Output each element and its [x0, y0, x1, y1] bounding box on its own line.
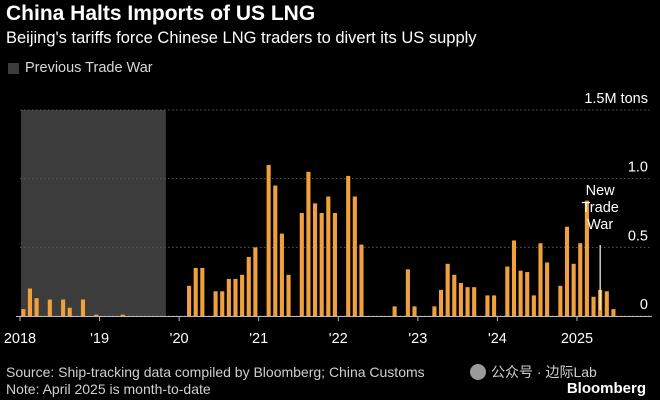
bar-38: [273, 185, 278, 316]
bar-50: [352, 196, 357, 316]
y-tick-label-3: 1.5M tons: [584, 91, 648, 107]
bar-46: [326, 196, 331, 316]
y-tick-label-2: 1.0: [628, 160, 648, 176]
bar-76: [525, 272, 530, 316]
bar-51: [359, 244, 364, 316]
y-tick-label-0: 0: [640, 297, 648, 313]
bar-1: [27, 288, 33, 316]
bar-66: [458, 283, 463, 316]
legend-label: Previous Trade War: [25, 60, 153, 76]
chart-subtitle: Beijing's tariffs force Chinese LNG trad…: [6, 29, 477, 47]
bar-31: [226, 278, 231, 316]
bar-43: [306, 171, 311, 316]
bar-25: [187, 285, 192, 316]
x-tick-label-3: '21: [249, 331, 268, 347]
x-tick-label-2: '20: [170, 331, 189, 347]
bar-77: [531, 295, 536, 316]
bloomberg-logo: Bloomberg: [566, 380, 646, 397]
bar-74: [511, 240, 517, 316]
bar-63: [438, 289, 444, 316]
x-tick-label-0: 2018: [4, 331, 36, 347]
bar-64: [445, 263, 450, 316]
bar-7: [67, 307, 72, 316]
bar-11: [94, 314, 99, 316]
bar-34: [246, 256, 251, 316]
bar-65: [452, 274, 457, 316]
x-tick-label-4: '22: [329, 331, 348, 347]
bar-32: [233, 278, 238, 316]
bar-40: [286, 274, 291, 316]
bar-59: [412, 306, 417, 316]
bar-29: [213, 291, 218, 316]
y-tick-label-1: 0.5: [628, 228, 648, 244]
x-tick-label-1: '19: [90, 331, 109, 347]
bar-79: [545, 262, 550, 316]
legend-swatch-previous-trade-war: [8, 62, 19, 74]
bar-42: [299, 213, 304, 316]
bar-9: [80, 299, 86, 316]
bar-35: [253, 247, 258, 316]
bar-26: [193, 267, 198, 316]
shaded-region-previous-trade-war: [21, 110, 166, 316]
x-tick-label-5: '23: [408, 331, 427, 347]
wechat-icon: [470, 364, 486, 380]
watermark-text: 公众号 · 边际Lab: [491, 364, 597, 380]
bar-85: [584, 200, 589, 316]
watermark: 公众号 · 边际Lab: [470, 362, 597, 382]
bar-88: [604, 291, 609, 316]
bar-2: [34, 298, 39, 316]
annotation-text-line-0: New: [586, 183, 616, 199]
annotation-text-line-2: War: [587, 217, 613, 233]
footnote: Note: April 2025 is month-to-date: [6, 381, 211, 397]
chart-title: China Halts Imports of US LNG: [6, 2, 316, 25]
bar-75: [518, 270, 523, 316]
source-note: Source: Ship-tracking data compiled by B…: [6, 364, 425, 380]
bar-82: [564, 226, 570, 316]
bar-49: [346, 175, 351, 316]
bar-37: [266, 164, 271, 316]
bar-6: [61, 299, 66, 316]
bar-78: [538, 243, 543, 316]
bar-89: [611, 309, 616, 316]
x-tick-label-7: 2025: [561, 331, 593, 347]
bar-86: [591, 296, 596, 316]
legend: Previous Trade War: [8, 60, 153, 76]
bar-71: [492, 295, 497, 316]
bar-4: [47, 299, 52, 316]
bar-0: [21, 309, 26, 316]
bar-39: [279, 233, 284, 316]
bar-67: [465, 287, 470, 316]
x-tick-label-6: '24: [488, 331, 507, 347]
bar-70: [485, 295, 490, 316]
bar-81: [558, 285, 563, 316]
bar-58: [405, 269, 410, 316]
bar-27: [200, 267, 205, 316]
bar-73: [505, 266, 510, 316]
bar-30: [220, 291, 225, 316]
bar-62: [432, 306, 437, 316]
bar-68: [472, 287, 477, 316]
bar-15: [120, 314, 125, 316]
annotation-text-line-1: Trade: [581, 200, 618, 216]
bar-47: [332, 213, 338, 316]
bar-56: [392, 306, 397, 316]
bar-33: [240, 274, 245, 316]
bar-45: [319, 213, 324, 316]
bar-84: [578, 243, 583, 316]
bar-44: [312, 203, 318, 316]
bar-83: [571, 263, 576, 316]
